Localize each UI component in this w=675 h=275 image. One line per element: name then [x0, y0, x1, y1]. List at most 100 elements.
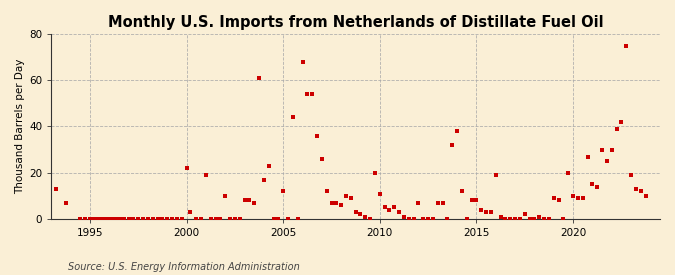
Point [379, 205, 390, 210]
Point [92, 217, 103, 221]
Point [529, 217, 540, 221]
Point [534, 214, 545, 219]
Point [147, 217, 158, 221]
Point [476, 208, 487, 212]
Point [101, 217, 111, 221]
Point [97, 217, 108, 221]
Point [288, 115, 298, 119]
Point [568, 194, 578, 198]
Point [630, 187, 641, 191]
Point [88, 217, 99, 221]
Point [210, 217, 221, 221]
Point [326, 200, 337, 205]
Point [167, 217, 178, 221]
Point [152, 217, 163, 221]
Point [115, 217, 126, 221]
Point [355, 212, 366, 216]
Point [335, 203, 346, 207]
Point [84, 217, 95, 221]
Point [60, 200, 71, 205]
Point [244, 198, 254, 203]
Point [117, 217, 128, 221]
Point [80, 217, 90, 221]
Point [142, 217, 153, 221]
Point [519, 212, 530, 216]
Point [398, 214, 409, 219]
Point [297, 59, 308, 64]
Title: Monthly U.S. Imports from Netherlands of Distillate Fuel Oil: Monthly U.S. Imports from Netherlands of… [108, 15, 603, 30]
Point [495, 214, 506, 219]
Point [181, 166, 192, 170]
Point [331, 200, 342, 205]
Point [109, 217, 119, 221]
Point [466, 198, 477, 203]
Point [597, 147, 608, 152]
Point [572, 196, 583, 200]
Point [524, 217, 535, 221]
Point [91, 217, 102, 221]
Point [563, 170, 574, 175]
Point [582, 154, 593, 159]
Point [587, 182, 598, 186]
Point [389, 205, 400, 210]
Point [404, 217, 414, 221]
Point [408, 217, 419, 221]
Point [592, 185, 603, 189]
Point [317, 157, 327, 161]
Point [249, 200, 260, 205]
Point [113, 217, 124, 221]
Point [306, 92, 317, 96]
Point [553, 198, 564, 203]
Point [220, 194, 231, 198]
Point [423, 217, 433, 221]
Point [105, 217, 116, 221]
Point [75, 217, 86, 221]
Point [215, 217, 226, 221]
Point [51, 187, 61, 191]
Point [485, 210, 496, 214]
Point [292, 217, 303, 221]
Point [462, 217, 472, 221]
Point [640, 194, 651, 198]
Point [110, 217, 121, 221]
Point [606, 147, 617, 152]
Point [394, 210, 404, 214]
Point [184, 210, 195, 214]
Point [505, 217, 516, 221]
Point [278, 189, 289, 193]
Point [96, 217, 107, 221]
Point [162, 217, 173, 221]
Point [99, 217, 110, 221]
Point [128, 217, 139, 221]
Point [312, 133, 323, 138]
Point [601, 159, 612, 163]
Point [539, 217, 549, 221]
Point [230, 217, 240, 221]
Point [263, 164, 274, 168]
Point [103, 217, 113, 221]
Point [302, 92, 313, 96]
Point [471, 198, 482, 203]
Point [626, 173, 637, 177]
Point [200, 173, 211, 177]
Point [157, 217, 168, 221]
Point [118, 217, 129, 221]
Point [456, 189, 467, 193]
Point [452, 129, 462, 133]
Point [375, 191, 385, 196]
Point [384, 208, 395, 212]
Point [259, 177, 269, 182]
Point [437, 200, 448, 205]
Point [350, 210, 361, 214]
Point [254, 76, 265, 80]
Point [370, 170, 381, 175]
Point [191, 217, 202, 221]
Point [548, 196, 559, 200]
Point [621, 43, 632, 48]
Point [510, 217, 520, 221]
Point [364, 217, 375, 221]
Point [176, 217, 187, 221]
Point [95, 217, 105, 221]
Y-axis label: Thousand Barrels per Day: Thousand Barrels per Day [15, 59, 25, 194]
Point [616, 120, 627, 124]
